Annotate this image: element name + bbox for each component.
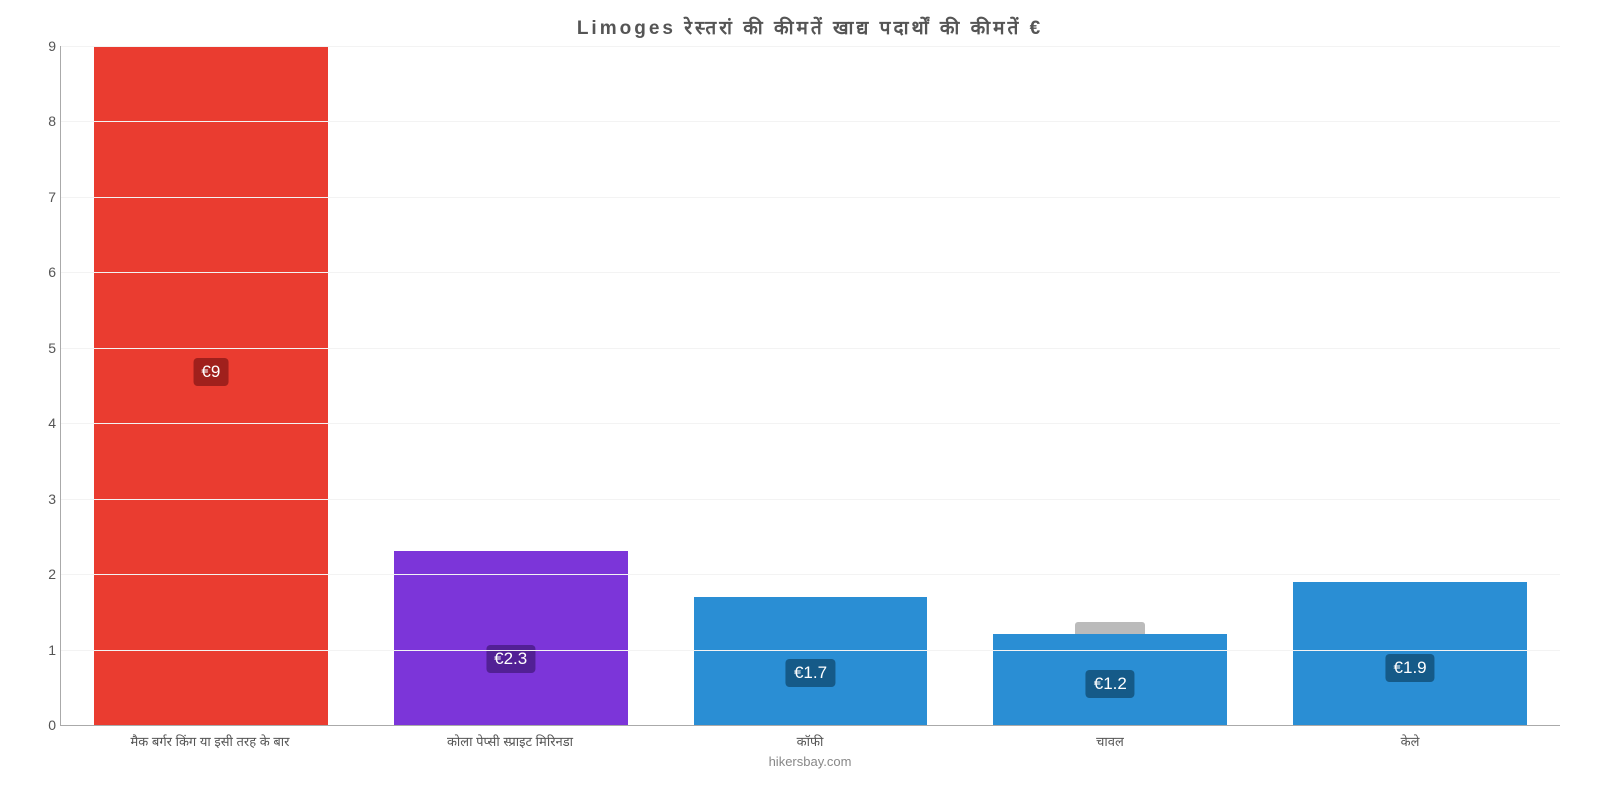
x-label: मैक बर्गर किंग या इसी तरह के बार (60, 732, 360, 750)
x-label: कोला पेप्सी स्प्राइट मिरिनडा (360, 732, 660, 750)
y-tick: 3 (31, 491, 56, 507)
x-label: कॉफी (660, 732, 960, 750)
bar: €1.7 (694, 597, 928, 725)
bar: €1.9 (1293, 582, 1527, 725)
grid-line (61, 121, 1560, 122)
grid-line (61, 46, 1560, 47)
x-label: केले (1260, 732, 1560, 750)
bar: €1.2 (993, 634, 1227, 725)
bar-value-label: €1.2 (1086, 670, 1135, 698)
bars-container: €9 €2.3 €1.7 €1.2 €1.9 (61, 46, 1560, 725)
grid-line (61, 423, 1560, 424)
grid-line (61, 197, 1560, 198)
bar-slot: €1.7 (661, 46, 961, 725)
bar-value-label: €1.9 (1386, 654, 1435, 682)
grid-line (61, 499, 1560, 500)
y-tick: 7 (31, 189, 56, 205)
y-tick: 6 (31, 264, 56, 280)
bar-slot: €2.3 (361, 46, 661, 725)
y-tick: 0 (31, 717, 56, 733)
y-tick: 4 (31, 415, 56, 431)
y-tick: 2 (31, 566, 56, 582)
grid-line (61, 574, 1560, 575)
bar-value-label: €1.7 (786, 659, 835, 687)
price-chart: Limoges रेस्तरां की कीमतें खाद्य पदार्थो… (0, 0, 1600, 800)
x-axis-labels: मैक बर्गर किंग या इसी तरह के बारकोला पेप… (60, 732, 1560, 750)
bar: €2.3 (394, 551, 628, 725)
bar-slot: €1.2 (960, 46, 1260, 725)
bar-slot: €9 (61, 46, 361, 725)
grid-line (61, 348, 1560, 349)
chart-title: Limoges रेस्तरां की कीमतें खाद्य पदार्थो… (60, 10, 1560, 46)
plot-area: €9€2.3€1.7€1.2€1.9 0123456789 (60, 46, 1560, 726)
x-label: चावल (960, 732, 1260, 750)
y-tick: 1 (31, 642, 56, 658)
bar-slot: €1.9 (1260, 46, 1560, 725)
bar-value-label: €9 (193, 358, 228, 386)
grid-line (61, 650, 1560, 651)
bar: €9 (94, 46, 328, 725)
y-tick: 8 (31, 113, 56, 129)
attribution-text: hikersbay.com (60, 754, 1560, 769)
grid-line (61, 272, 1560, 273)
y-tick: 5 (31, 340, 56, 356)
y-tick: 9 (31, 38, 56, 54)
